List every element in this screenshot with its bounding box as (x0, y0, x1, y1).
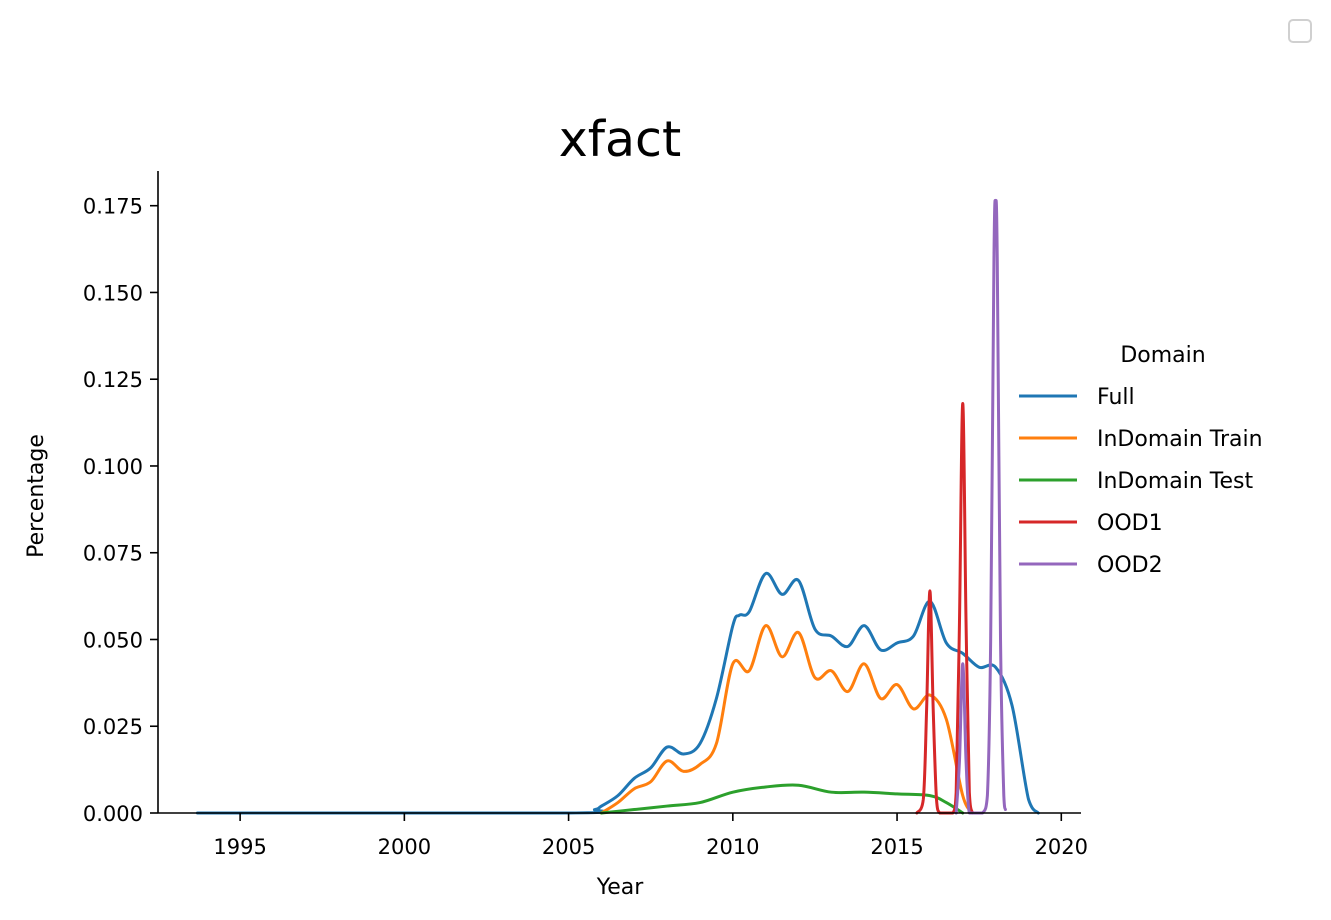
legend-item: InDomain Test (1019, 469, 1253, 494)
x-tick-label: 2005 (542, 835, 595, 859)
x-tick-label: 1995 (213, 835, 266, 859)
legend-label: InDomain Test (1097, 469, 1253, 494)
x-axis-label: Year (596, 875, 645, 900)
y-tick-label: 0.050 (83, 628, 143, 652)
legend-label: OOD2 (1097, 553, 1163, 578)
legend-item: OOD2 (1019, 553, 1163, 578)
y-ticks: 0.000 0.025 0.050 0.075 0.100 0.125 0.150 0.175 (83, 195, 158, 826)
legend: Domain Full InDomain Train InDomain Test OO… (1019, 343, 1263, 578)
empty-legend-box (1288, 19, 1312, 43)
legend-item: InDomain Train (1019, 427, 1263, 452)
series-line-full (195, 572, 1040, 815)
y-tick-label: 0.100 (83, 455, 143, 479)
plot-lines (195, 198, 1040, 815)
legend-label: OOD1 (1097, 511, 1163, 536)
series-line-indomain-test (599, 783, 965, 815)
chart-title: xfact (559, 111, 681, 168)
x-tick-label: 2000 (378, 835, 431, 859)
y-tick-label: 0.150 (83, 281, 143, 305)
series-line-indomain-train (599, 624, 975, 815)
x-tick-label: 2020 (1035, 835, 1088, 859)
legend-item: OOD1 (1019, 511, 1163, 536)
legend-item: Full (1019, 385, 1135, 410)
y-tick-label: 0.175 (83, 195, 143, 219)
legend-label: Full (1097, 385, 1135, 410)
legend-title: Domain (1120, 343, 1205, 368)
legend-label: InDomain Train (1097, 427, 1263, 452)
y-tick-label: 0.075 (83, 542, 143, 566)
x-ticks: 1995 2000 2005 2010 2015 2020 (213, 813, 1088, 859)
y-axis-label: Percentage (24, 434, 49, 558)
y-tick-label: 0.000 (83, 802, 143, 826)
x-tick-label: 2010 (706, 835, 759, 859)
series-line-ood2 (954, 198, 1007, 815)
y-tick-label: 0.025 (83, 715, 143, 739)
series-line-ood1 (915, 402, 978, 815)
x-tick-label: 2015 (870, 835, 923, 859)
y-tick-label: 0.125 (83, 368, 143, 392)
